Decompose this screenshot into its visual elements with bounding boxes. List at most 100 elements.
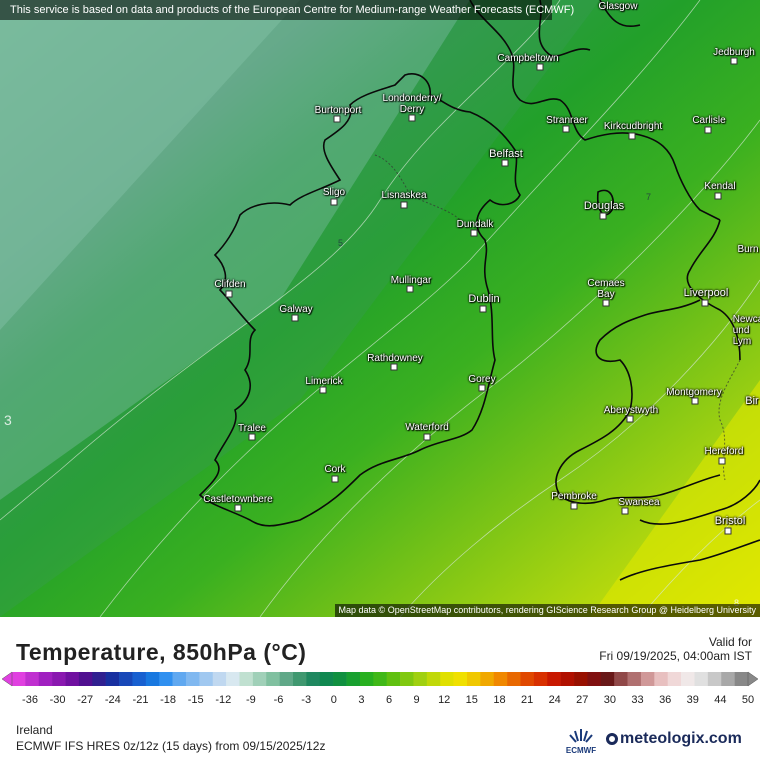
isotherm-lines — [0, 0, 760, 617]
color-swatch — [25, 672, 40, 686]
city-marker — [225, 290, 233, 298]
city-marker — [291, 314, 299, 322]
color-scale-swatches — [12, 672, 749, 686]
scale-tick-label: 33 — [631, 694, 643, 706]
scale-tick-label: 36 — [659, 694, 671, 706]
color-swatch — [681, 672, 695, 686]
scale-tick-label: -9 — [246, 694, 256, 706]
meteologix-brand: meteologix.com — [620, 730, 742, 747]
scale-tick-label: 3 — [358, 694, 364, 706]
contour-label: 5 — [338, 238, 344, 248]
color-swatch — [654, 672, 669, 686]
city-marker — [570, 502, 578, 510]
color-swatch — [547, 672, 561, 686]
city-marker — [406, 285, 414, 293]
color-swatch — [614, 672, 628, 686]
contour-label: 3 — [4, 412, 12, 428]
color-swatch — [159, 672, 173, 686]
color-scale-ticks: -36 -30 -27 -24 -21 -18 -15 -12 -9 -6 -3 0 3 6 9 12 15 18… — [22, 694, 754, 706]
scale-tick-label: -30 — [50, 694, 66, 706]
color-swatch — [12, 672, 26, 686]
color-swatch — [319, 672, 334, 686]
color-swatch — [373, 672, 387, 686]
color-swatch — [38, 672, 53, 686]
scale-tick-label: -6 — [274, 694, 284, 706]
color-swatch — [466, 672, 481, 686]
scale-arrow-right-icon — [747, 671, 759, 687]
color-swatch — [65, 672, 80, 686]
data-source-notice: This service is based on data and produc… — [0, 0, 574, 20]
temperature-band — [0, 0, 300, 330]
city-marker — [248, 433, 256, 441]
city-marker — [478, 384, 486, 392]
color-swatch — [239, 672, 254, 686]
city-marker — [724, 527, 732, 535]
meteologix-logo[interactable]: meteologix.com — [606, 730, 742, 748]
color-swatch — [480, 672, 495, 686]
valid-for-label: Valid for — [708, 635, 752, 649]
city-marker — [536, 63, 544, 71]
city-marker — [479, 305, 487, 313]
color-swatch — [266, 672, 280, 686]
scale-tick-label: -3 — [301, 694, 311, 706]
color-swatch — [386, 672, 401, 686]
city-marker — [400, 201, 408, 209]
city-marker — [331, 475, 339, 483]
color-swatch — [132, 672, 147, 686]
scale-tick-label: 9 — [414, 694, 420, 706]
contour-label: 7 — [646, 192, 652, 202]
city-marker — [599, 212, 607, 220]
color-swatch — [627, 672, 642, 686]
city-marker — [628, 132, 636, 140]
city-marker — [701, 299, 709, 307]
model-info: ECMWF IFS HRES 0z/12z (15 days) from 09/… — [16, 739, 326, 753]
color-swatch — [52, 672, 66, 686]
color-scale: -36 -30 -27 -24 -21 -18 -15 -12 -9 -6 -3 0 3 6 9 12 15 18… — [1, 671, 759, 706]
forecast-map[interactable]: This service is based on data and produc… — [0, 0, 760, 617]
city-marker — [691, 397, 699, 405]
color-swatch — [493, 672, 508, 686]
color-swatch — [413, 672, 428, 686]
color-swatch — [400, 672, 414, 686]
scale-tick-label: 12 — [438, 694, 450, 706]
borders — [374, 154, 741, 481]
ecmwf-logo: ECMWF — [566, 729, 596, 755]
scale-tick-label: 6 — [386, 694, 392, 706]
scale-tick-label: -15 — [188, 694, 204, 706]
color-swatch — [426, 672, 441, 686]
color-swatch — [119, 672, 133, 686]
color-swatch — [105, 672, 120, 686]
contour-label: 8 — [734, 598, 740, 608]
color-swatch — [252, 672, 267, 686]
color-swatch — [440, 672, 454, 686]
city-marker — [626, 415, 634, 423]
color-swatch — [574, 672, 588, 686]
map-title: Temperature, 850hPa (°C) — [16, 639, 307, 665]
color-swatch — [707, 672, 722, 686]
color-swatch — [199, 672, 214, 686]
city-marker — [234, 504, 242, 512]
legend-panel: Temperature, 850hPa (°C) Valid for Fri 0… — [0, 617, 760, 760]
scale-tick-label: -27 — [77, 694, 93, 706]
color-swatch — [694, 672, 709, 686]
region-label: Ireland — [16, 723, 53, 737]
color-swatch — [600, 672, 615, 686]
scale-tick-label: -24 — [105, 694, 121, 706]
scale-tick-label: -12 — [215, 694, 231, 706]
color-swatch — [453, 672, 468, 686]
city-marker — [408, 114, 416, 122]
scale-tick-label: -21 — [133, 694, 149, 706]
temperature-band — [0, 0, 600, 617]
color-swatch — [212, 672, 227, 686]
city-marker — [423, 433, 431, 441]
color-swatch — [721, 672, 735, 686]
scale-tick-label: 0 — [331, 694, 337, 706]
color-swatch — [185, 672, 200, 686]
scale-arrow-left-icon — [1, 671, 13, 687]
city-marker — [333, 115, 341, 123]
color-swatch — [226, 672, 240, 686]
color-swatch — [533, 672, 548, 686]
city-marker — [718, 457, 726, 465]
map-attribution: Map data © OpenStreetMap contributors, r… — [334, 604, 760, 617]
ecmwf-text: ECMWF — [566, 746, 596, 755]
